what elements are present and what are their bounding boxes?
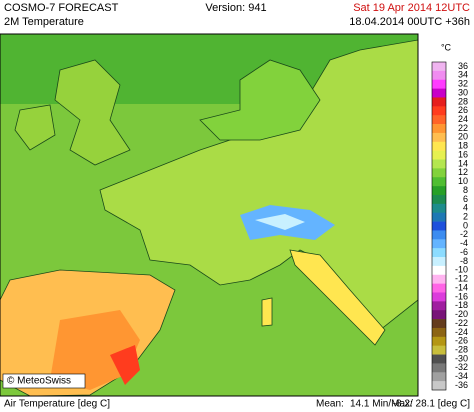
color-band — [432, 354, 446, 364]
colorbar-label: 36 — [458, 61, 468, 71]
colorbar-unit: °C — [441, 42, 452, 52]
color-band — [432, 132, 446, 143]
colorbar-label: -18 — [455, 300, 468, 310]
color-band — [432, 186, 446, 196]
colorbar-label: 2 — [463, 212, 468, 222]
color-band — [432, 159, 446, 169]
color-band — [432, 221, 446, 231]
subtitle: 2M Temperature — [4, 16, 84, 28]
color-band — [432, 141, 446, 151]
color-band — [432, 62, 446, 72]
colorbar-label: -20 — [455, 309, 468, 319]
colorbar-label: 18 — [458, 141, 468, 151]
color-band — [432, 212, 446, 222]
colorbar-label: -6 — [460, 247, 468, 257]
colorbar-label: -34 — [455, 371, 468, 381]
colorbar-label: 10 — [458, 176, 468, 186]
color-band — [432, 327, 446, 338]
color-band — [432, 319, 446, 329]
color-band — [432, 274, 446, 284]
ireland — [14, 104, 56, 151]
colorbar-label: 12 — [458, 167, 468, 177]
colorbar-label: -28 — [455, 344, 468, 354]
colorbar-label: -32 — [455, 362, 468, 372]
map: © MeteoSwiss — [0, 33, 419, 397]
colorbar-label: 26 — [458, 105, 468, 115]
colorbar-label: 0 — [463, 220, 468, 230]
color-band — [432, 310, 446, 320]
colorbar-frame — [431, 61, 447, 391]
color-band — [432, 97, 446, 107]
colorbar-label: -22 — [455, 318, 468, 328]
color-band — [432, 239, 446, 249]
colorbar-label: -26 — [455, 336, 468, 346]
color-band — [432, 301, 446, 311]
footer-mean-value: 14.1 Min/Max: — [350, 399, 413, 410]
colorbar-label: 20 — [458, 132, 468, 142]
colorbar-label: -2 — [460, 229, 468, 239]
colorbar-label: -8 — [460, 256, 468, 266]
colorbar-label: 34 — [458, 70, 468, 80]
colorbar-label: 16 — [458, 149, 468, 159]
colorbar-label: -14 — [455, 282, 468, 292]
colorbar-label: -10 — [455, 265, 468, 275]
color-band — [432, 106, 446, 116]
colorbar-label: -12 — [455, 274, 468, 284]
color-band — [432, 372, 446, 382]
color-band — [432, 150, 446, 160]
footer-mean: Mean: — [316, 399, 344, 410]
color-band — [432, 115, 446, 125]
color-band — [432, 248, 446, 258]
credit: © MeteoSwiss — [7, 376, 71, 387]
color-band — [432, 345, 446, 355]
colorbar-label: 28 — [458, 96, 468, 106]
colorbar-label: 4 — [463, 203, 468, 213]
color-band — [432, 88, 446, 98]
footer-variable: Air Temperature [deg C] — [4, 399, 110, 410]
valid-time: Sat 19 Apr 2014 12UTC — [353, 2, 470, 14]
color-band — [432, 336, 446, 346]
color-band — [432, 194, 446, 205]
run-time: 18.04.2014 00UTC +36h — [349, 16, 470, 28]
colorbar-label: 32 — [458, 79, 468, 89]
color-band — [432, 124, 446, 134]
italy — [289, 249, 386, 346]
colorbar-label: 6 — [463, 194, 468, 204]
color-band — [432, 203, 446, 214]
colorbar-label: -24 — [455, 327, 468, 337]
colorbar-label: 14 — [458, 158, 468, 168]
alps-high — [255, 214, 305, 230]
color-band — [432, 70, 446, 81]
colorbar-label: 24 — [458, 114, 468, 124]
color-band — [432, 283, 446, 293]
colorbar-label: 30 — [458, 87, 468, 97]
colorbar-label: 8 — [463, 185, 468, 195]
color-band — [432, 257, 446, 267]
corsica-sardinia — [261, 297, 273, 327]
iberia-hottest — [110, 345, 140, 385]
colorbar-label: -36 — [455, 380, 468, 390]
color-band — [432, 292, 446, 302]
central-europe — [199, 59, 321, 141]
colorbar-label: -4 — [460, 238, 468, 248]
colorbar-label: -16 — [455, 291, 468, 301]
title: COSMO-7 FORECAST — [4, 2, 119, 14]
version: Version: 941 — [205, 2, 266, 14]
color-band — [432, 381, 446, 391]
colorbar-label: 22 — [458, 123, 468, 133]
color-band — [432, 168, 446, 178]
colorbar-label: -30 — [455, 353, 468, 363]
britain — [54, 59, 131, 166]
color-band — [432, 230, 446, 240]
footer-minmax: -8.2/ 28.1 [deg C] — [393, 399, 470, 410]
color-band — [432, 177, 446, 187]
color-band — [432, 79, 446, 89]
colorbar: °C 363432302826242220181614121086420-2-4… — [431, 42, 468, 391]
color-band — [432, 363, 446, 373]
color-band — [432, 265, 446, 276]
